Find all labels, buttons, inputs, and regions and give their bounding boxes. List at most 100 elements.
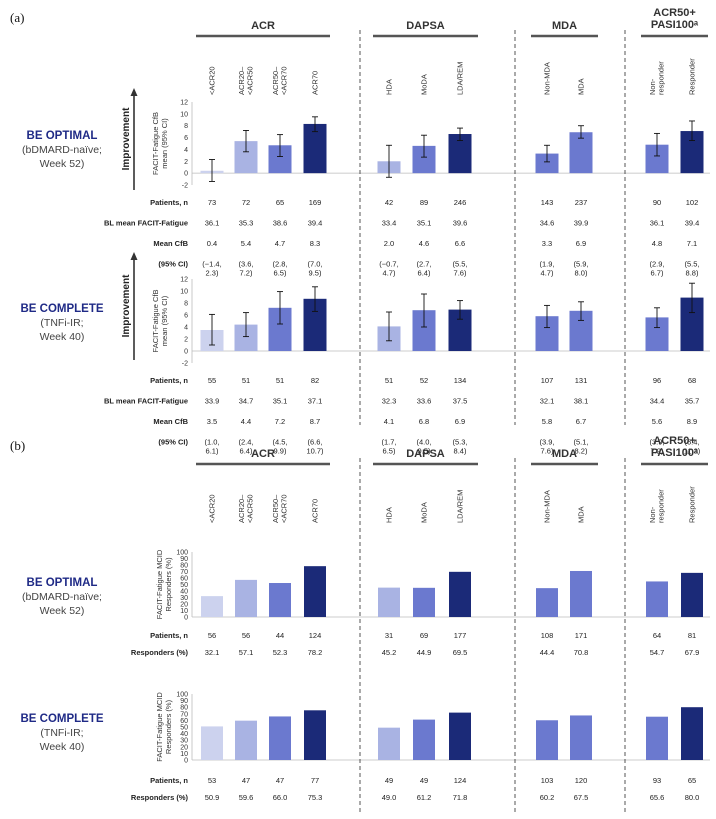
row-label: Patients, n — [150, 376, 188, 385]
table-cell: 120 — [575, 776, 588, 785]
y-tick-label: 90 — [180, 698, 188, 705]
y-tick-label: 60 — [180, 576, 188, 583]
y-tick-label: 50 — [180, 582, 188, 589]
category-label: Non-responder — [648, 61, 666, 95]
category-label: <ACR20 — [208, 494, 217, 523]
table-cell: 51 — [385, 376, 393, 385]
table-cell: 69.5 — [453, 648, 468, 657]
table-cell: 65.6 — [650, 793, 665, 802]
table-cell: (1.0, 6.1) — [204, 438, 219, 456]
y-tick-label: -2 — [182, 361, 188, 368]
bar — [412, 145, 436, 174]
group-label: DAPSA — [406, 448, 445, 460]
study-label: BE COMPLETE — [20, 713, 103, 725]
group-label: ACR — [251, 20, 275, 32]
table-cell: 34.7 — [239, 397, 254, 406]
table-cell: 38.6 — [273, 219, 288, 228]
category-label: <ACR20 — [208, 66, 217, 95]
category-label: Non-responder — [648, 489, 666, 523]
table-cell: 34.6 — [540, 219, 555, 228]
table-cell: 47 — [242, 776, 250, 785]
row-label: Patients, n — [150, 631, 188, 640]
table-cell: 124 — [309, 631, 322, 640]
table-cell: 72 — [242, 198, 250, 207]
table-cell: 37.1 — [308, 397, 323, 406]
y-tick-label: 20 — [180, 744, 188, 751]
table-cell: 56 — [242, 631, 250, 640]
bar — [268, 307, 292, 351]
table-cell: 39.6 — [453, 219, 468, 228]
table-cell: 134 — [454, 376, 467, 385]
table-cell: (2.8, 6.5) — [272, 260, 287, 278]
table-cell: (2.4, 6.4) — [238, 438, 253, 456]
y-tick-label: 90 — [180, 556, 188, 563]
category-label: Non-MDA — [543, 62, 552, 95]
table-cell: 55 — [208, 376, 216, 385]
table-cell: 61.2 — [417, 793, 432, 802]
table-cell: 3.5 — [207, 417, 217, 426]
table-cell: 34.4 — [650, 397, 665, 406]
y-tick-label: 70 — [180, 569, 188, 576]
bar — [378, 727, 400, 760]
y-tick-label: 0 — [184, 615, 188, 622]
table-cell: 36.1 — [650, 219, 665, 228]
table-cell: 51 — [242, 376, 250, 385]
table-cell: 44.9 — [417, 648, 432, 657]
table-cell: 108 — [541, 631, 554, 640]
table-cell: 93 — [653, 776, 661, 785]
table-cell: 64 — [653, 631, 661, 640]
table-cell: 4.6 — [419, 239, 429, 248]
row-label: Patients, n — [150, 198, 188, 207]
table-cell: 38.1 — [574, 397, 589, 406]
group-label: ACR — [251, 448, 275, 460]
y-tick-label: 30 — [180, 595, 188, 602]
table-cell: 81 — [688, 631, 696, 640]
table-cell: 35.1 — [273, 397, 288, 406]
bar — [535, 153, 559, 174]
study-subtitle: Week 52) — [40, 605, 85, 617]
bar — [646, 716, 668, 760]
table-cell: 32.3 — [382, 397, 397, 406]
row-label: Responders (%) — [131, 793, 189, 802]
bar — [681, 572, 703, 617]
study-subtitle: Week 40) — [40, 331, 85, 343]
table-cell: 143 — [541, 198, 554, 207]
row-label: Mean CfB — [153, 239, 188, 248]
category-label: Responder — [688, 58, 697, 95]
row-label: (95% CI) — [158, 260, 188, 269]
table-cell: 80.0 — [685, 793, 700, 802]
table-cell: 8.7 — [310, 417, 320, 426]
table-cell: (2.9, 6.7) — [649, 260, 664, 278]
table-cell: 4.8 — [652, 239, 662, 248]
category-label: ACR50–<ACR70 — [271, 66, 289, 95]
table-cell: 68 — [688, 376, 696, 385]
table-cell: 71.8 — [453, 793, 468, 802]
category-label: MDA — [577, 506, 586, 523]
table-cell: 78.2 — [308, 648, 323, 657]
table-cell: 35.1 — [417, 219, 432, 228]
table-cell: (6.4, 11.3) — [684, 438, 701, 456]
y-tick-label: 70 — [180, 711, 188, 718]
bar — [448, 134, 472, 174]
bar — [234, 324, 258, 351]
y-tick-label: 4 — [184, 147, 188, 154]
table-cell: (7.0, 9.5) — [307, 260, 322, 278]
row-label: Mean CfB — [153, 417, 188, 426]
table-cell: 35.3 — [239, 219, 254, 228]
table-cell: (5.9, 8.0) — [573, 260, 588, 278]
group-label: ACR50+ PASI100ᵃ — [651, 7, 699, 31]
group-label: MDA — [552, 20, 577, 32]
table-cell: 39.4 — [685, 219, 700, 228]
table-cell: (5.3, 8.4) — [452, 438, 467, 456]
bar — [646, 581, 668, 617]
table-cell: 60.2 — [540, 793, 555, 802]
table-cell: 103 — [541, 776, 554, 785]
category-label: MDA — [577, 78, 586, 95]
table-cell: 36.1 — [205, 219, 220, 228]
y-axis-label: FACIT-Fatigue MCIDResponders (%) — [155, 549, 173, 619]
group-label: DAPSA — [406, 20, 445, 32]
bar — [535, 316, 559, 351]
y-tick-label: 10 — [180, 289, 188, 296]
y-tick-label: 100 — [176, 550, 188, 557]
row-label: Responders (%) — [131, 648, 189, 657]
